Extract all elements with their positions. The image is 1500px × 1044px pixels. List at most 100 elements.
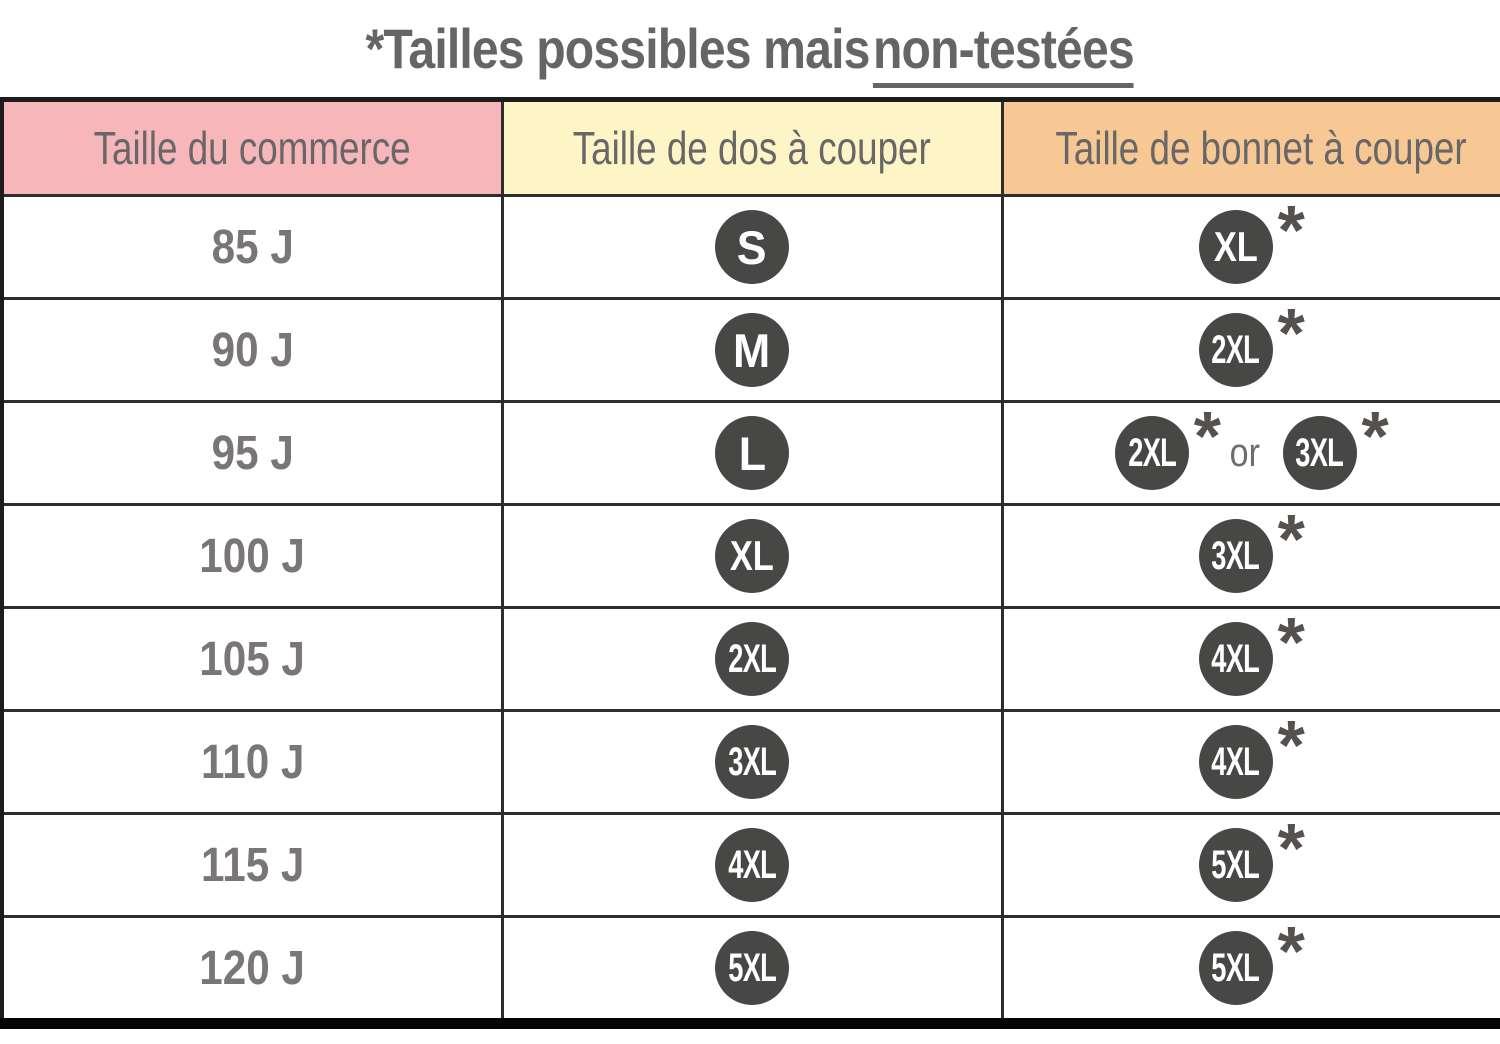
or-separator-label: or [1229, 430, 1260, 475]
commerce-size-label: 85 J [211, 220, 294, 274]
dos-cell: 5XL [500, 915, 1004, 1025]
bonnet-badge-group: 3XL * [1198, 504, 1305, 593]
bonnet-cell: 2XL * or 3XL * [1000, 397, 1500, 506]
table-row: 90 J M 2XL * [0, 297, 1500, 403]
table-row: 110 J 3XL 4XL * [0, 709, 1500, 815]
header-taille-de-bonnet: Taille de bonnet à couper [1000, 98, 1500, 197]
header-label: Taille de bonnet à couper [1054, 122, 1467, 174]
commerce-cell: 115 J [0, 812, 504, 918]
dos-cell: S [500, 194, 1004, 300]
asterisk-marker: * [1193, 397, 1221, 475]
bonnet-badge-container: 5XL * [1004, 916, 1500, 1018]
table-row: 120 J 5XL 5XL * [0, 915, 1500, 1025]
asterisk-marker: * [1361, 397, 1389, 475]
bonnet-badge-group: 5XL * [1198, 916, 1305, 1005]
commerce-size-label: 120 J [199, 941, 306, 995]
size-badge: 3XL [1282, 416, 1357, 490]
title-bar: *Tailles possibles maisnon-testées [0, 0, 1500, 97]
header-taille-du-commerce: Taille du commerce [0, 98, 504, 197]
bonnet-cell: 5XL * [1000, 915, 1500, 1025]
page-title-underlined: non-testées [873, 17, 1135, 88]
size-badge: M [715, 313, 789, 387]
bonnet-cell: 2XL * [1000, 297, 1500, 403]
size-badge: 4XL [1198, 725, 1273, 799]
commerce-cell: 100 J [0, 503, 504, 609]
size-badge-label: 2XL [728, 637, 777, 681]
bonnet-cell: 3XL * [1000, 503, 1500, 609]
header-row: Taille du commerce Taille de dos à coupe… [0, 98, 1500, 197]
bonnet-badge-group: 4XL * [1198, 607, 1305, 696]
table-row: 105 J 2XL 4XL * [0, 606, 1500, 712]
dos-badge-container: 3XL [504, 712, 1001, 812]
table-body: 85 J S XL * 90 J M 2XL * 95 J L 2XL * or 3XL * [0, 194, 1500, 1025]
size-badge-label: 5XL [728, 946, 777, 990]
dos-badge-container: M [504, 300, 1001, 400]
bonnet-badge-container: 2XL * or 3XL * [1004, 397, 1500, 503]
size-conversion-table: Taille du commerce Taille de dos à coupe… [0, 97, 1500, 1029]
asterisk-marker: * [1277, 191, 1305, 269]
dos-badge-container: 5XL [504, 918, 1001, 1018]
size-badge-label: 4XL [1211, 637, 1261, 681]
commerce-cell: 95 J [0, 400, 504, 506]
size-badge-label: 5XL [1211, 946, 1261, 990]
page-title: *Tailles possibles maisnon-testées [365, 16, 1135, 88]
size-badge: XL [1198, 210, 1273, 284]
commerce-size-label: 105 J [199, 632, 306, 686]
commerce-cell: 105 J [0, 606, 504, 712]
dos-badge-container: 4XL [504, 815, 1001, 915]
bonnet-badge-container: 4XL * [1004, 607, 1500, 709]
commerce-size-label: 90 J [211, 323, 294, 377]
header-label: Taille du commerce [93, 122, 411, 174]
commerce-cell: 110 J [0, 709, 504, 815]
size-badge: 4XL [715, 828, 789, 902]
bonnet-badge-container: 5XL * [1004, 813, 1500, 915]
dos-cell: 4XL [500, 812, 1004, 918]
commerce-size-label: 110 J [200, 735, 304, 789]
size-badge: 3XL [715, 725, 789, 799]
size-badge: 2XL [1114, 416, 1189, 490]
bonnet-badge-group: XL * [1198, 195, 1305, 284]
bonnet-badge-group: 4XL * [1198, 710, 1305, 799]
size-badge-label: XL [1213, 223, 1258, 270]
dos-badge-container: XL [504, 506, 1001, 606]
size-badge: 4XL [1198, 622, 1273, 696]
table-row: 115 J 4XL 5XL * [0, 812, 1500, 918]
size-badge: 2XL [1198, 313, 1273, 387]
page-title-plain: *Tailles possibles mais [365, 17, 871, 80]
size-badge-label: 3XL [1211, 534, 1261, 578]
bonnet-badge-group: 2XL * [1198, 298, 1305, 387]
bonnet-badge-container: 4XL * [1004, 710, 1500, 812]
size-badge-label: 3XL [1295, 431, 1345, 475]
dos-cell: L [500, 400, 1004, 506]
size-badge-label: L [738, 426, 766, 480]
header-label: Taille de dos à couper [572, 122, 931, 174]
size-badge: 2XL [715, 622, 789, 696]
size-badge-label: 5XL [1211, 843, 1261, 887]
dos-badge-container: S [504, 197, 1001, 297]
dos-cell: 2XL [500, 606, 1004, 712]
commerce-size-label: 100 J [199, 529, 306, 583]
dos-cell: M [500, 297, 1004, 403]
commerce-size-label: 95 J [211, 426, 294, 480]
bonnet-badge-container: 3XL * [1004, 504, 1500, 606]
asterisk-marker: * [1277, 500, 1305, 578]
asterisk-marker: * [1277, 294, 1305, 372]
size-badge-label: 4XL [728, 843, 777, 887]
bonnet-badge-group: 2XL * [1114, 401, 1221, 490]
bonnet-cell: 4XL * [1000, 709, 1500, 815]
size-badge-label: S [737, 220, 767, 274]
bonnet-badge-container: 2XL * [1004, 298, 1500, 400]
size-badge: L [715, 416, 789, 490]
size-badge-label: 2XL [1127, 431, 1177, 475]
table-row: 100 J XL 3XL * [0, 503, 1500, 609]
bonnet-cell: 4XL * [1000, 606, 1500, 712]
commerce-cell: 90 J [0, 297, 504, 403]
header-taille-de-dos: Taille de dos à couper [500, 98, 1004, 197]
table-row: 95 J L 2XL * or 3XL * [0, 397, 1500, 506]
dos-cell: XL [500, 503, 1004, 609]
size-badge-label: 3XL [728, 740, 777, 784]
size-badge: 5XL [1198, 931, 1273, 1005]
size-badge-label: XL [729, 532, 774, 579]
size-badge-label: M [733, 323, 771, 377]
